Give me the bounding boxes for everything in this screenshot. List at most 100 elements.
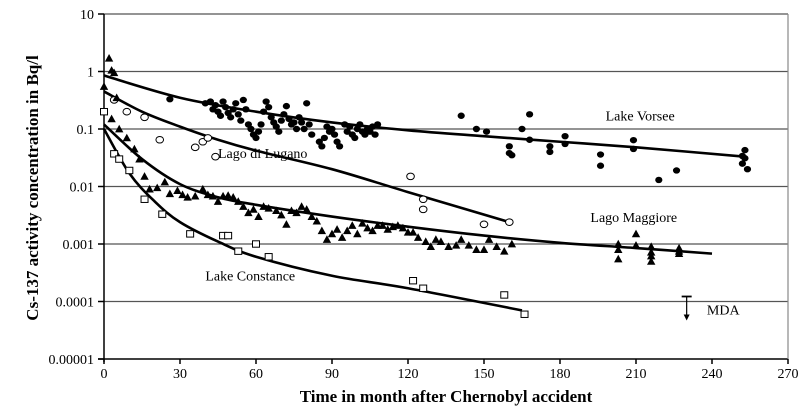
point-lago-di-lugano <box>140 113 149 122</box>
point-lake-vorsee <box>275 128 283 135</box>
point-lago-di-lugano <box>505 218 514 226</box>
point-lake-vorsee <box>546 148 554 156</box>
point-lake-constance <box>419 284 428 292</box>
point-lake-vorsee <box>300 125 308 133</box>
point-lago-maggiore <box>282 220 291 228</box>
point-lago-maggiore <box>203 190 213 199</box>
point-lago-maggiore <box>165 189 175 198</box>
point-lago-maggiore <box>431 235 441 243</box>
point-lake-vorsee <box>482 128 491 135</box>
point-lago-maggiore <box>421 237 430 246</box>
point-lake-vorsee <box>596 151 605 158</box>
x-tick-label: 30 <box>173 367 187 382</box>
point-lago-maggiore <box>647 242 656 251</box>
point-lake-vorsee <box>216 112 225 119</box>
point-lago-maggiore <box>451 241 461 249</box>
point-lake-constance <box>224 231 233 240</box>
point-lake-vorsee <box>222 103 230 111</box>
point-lago-di-lugano <box>418 195 428 204</box>
point-lake-constance <box>140 195 149 203</box>
point-lake-vorsee <box>252 134 260 142</box>
x-tick-label: 60 <box>249 367 263 382</box>
point-lake-vorsee <box>351 134 359 142</box>
point-lago-maggiore <box>122 133 131 142</box>
annotation-mda: MDA <box>707 303 741 318</box>
x-tick-label: 180 <box>550 367 571 382</box>
point-lake-vorsee <box>280 111 288 118</box>
y-tick-label: 1 <box>87 66 94 81</box>
point-lake-constance <box>409 277 418 285</box>
x-tick-label: 0 <box>101 367 108 382</box>
point-lake-vorsee <box>308 131 316 138</box>
y-tick-label: 0.0001 <box>56 296 95 311</box>
point-lago-maggiore <box>332 225 342 233</box>
point-lake-vorsee <box>232 100 240 107</box>
point-lake-vorsee <box>546 143 554 150</box>
point-lago-maggiore <box>500 246 509 255</box>
point-lago-maggiore <box>492 242 501 251</box>
point-lago-maggiore <box>343 226 352 235</box>
y-tick-label: 10 <box>80 8 94 23</box>
point-lago-maggiore <box>307 212 316 220</box>
point-lago-maggiore <box>135 154 144 163</box>
point-lake-vorsee <box>260 108 268 115</box>
point-lago-maggiore <box>264 203 273 212</box>
point-lago-maggiore <box>398 223 408 232</box>
point-lago-maggiore <box>317 226 327 235</box>
point-lake-constance <box>186 230 195 238</box>
grid-lines <box>104 13 788 303</box>
point-lago-maggiore <box>337 233 347 241</box>
x-tick-label: 240 <box>702 367 723 382</box>
x-tick-labels: 0 30 60 90 120 150 180 210 240 270 <box>101 367 799 382</box>
point-lake-vorsee <box>320 134 328 142</box>
point-lago-maggiore <box>99 82 109 90</box>
point-lake-vorsee <box>356 121 364 128</box>
point-lago-maggiore <box>647 257 656 265</box>
point-lago-maggiore <box>348 221 357 229</box>
point-lake-vorsee <box>290 119 298 126</box>
point-lago-maggiore <box>614 254 623 263</box>
point-lago-di-lugano <box>155 135 165 144</box>
fit-line-lake-constance <box>102 128 523 312</box>
y-axis-title: Cs-137 activity concentration in Bq/l <box>23 55 42 321</box>
point-lago-maggiore <box>145 184 154 193</box>
point-lake-vorsee <box>242 106 250 113</box>
point-lago-di-lugano <box>203 134 213 142</box>
point-lago-maggiore <box>130 144 139 153</box>
point-lago-maggiore <box>287 206 296 215</box>
point-lago-maggiore <box>614 239 623 248</box>
point-lake-vorsee <box>561 132 569 140</box>
point-lake-vorsee <box>561 140 569 148</box>
point-lago-maggiore <box>479 245 489 253</box>
point-lago-maggiore <box>631 229 641 238</box>
point-lago-maggiore <box>153 183 162 192</box>
point-lago-maggiore <box>472 245 481 253</box>
point-lake-vorsee <box>277 117 285 124</box>
axes <box>98 13 789 364</box>
point-lago-maggiore <box>393 221 403 229</box>
y-tick-label: 0.00001 <box>49 353 95 368</box>
point-lago-maggiore <box>254 212 263 220</box>
point-lago-maggiore <box>383 225 392 233</box>
point-lago-maggiore <box>368 226 377 235</box>
mda-marker <box>681 295 692 321</box>
point-lake-vorsee <box>738 152 747 160</box>
point-lake-vorsee <box>318 143 326 150</box>
point-lago-maggiore <box>358 219 367 227</box>
y-tick-label: 0.01 <box>70 181 95 196</box>
point-lago-di-lugano <box>406 172 415 181</box>
mda-arrowhead-icon <box>683 314 690 321</box>
point-lago-maggiore <box>302 205 311 213</box>
point-lake-vorsee <box>282 102 290 110</box>
point-lago-maggiore <box>322 235 332 243</box>
x-tick-label: 150 <box>474 367 495 382</box>
point-lago-maggiore <box>109 68 119 77</box>
point-lago-maggiore <box>198 184 207 193</box>
point-lake-vorsee <box>518 125 526 133</box>
point-lake-vorsee <box>305 121 313 128</box>
point-lago-maggiore <box>647 251 656 260</box>
annotation-lake-vorsee: Lake Vorsee <box>606 110 675 125</box>
point-lago-maggiore <box>107 114 116 123</box>
annotations: Lake Vorsee Lago di Lugano Lago Maggiore La… <box>205 110 740 319</box>
